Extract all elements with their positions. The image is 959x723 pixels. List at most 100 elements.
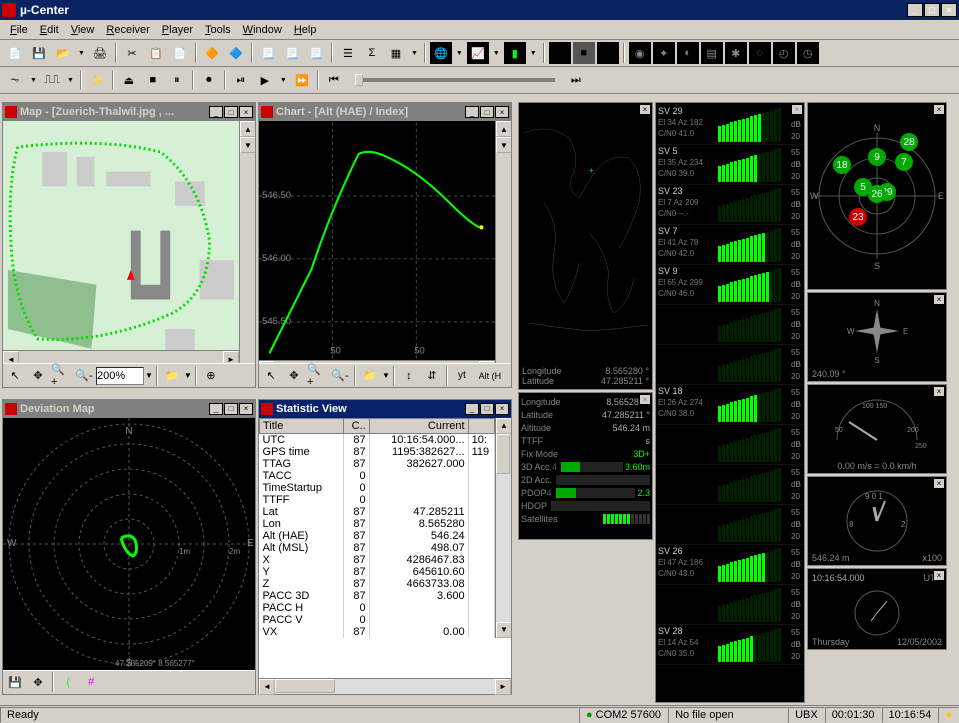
zoomout-icon[interactable]: 🔍- bbox=[73, 366, 95, 386]
g3-icon[interactable]: ◐ bbox=[677, 42, 699, 64]
folder-icon[interactable]: 📁 bbox=[161, 366, 183, 386]
save-icon[interactable]: 💾 bbox=[28, 42, 50, 64]
new-icon[interactable]: 📄 bbox=[4, 42, 26, 64]
doc1-icon[interactable]: 📃 bbox=[257, 42, 279, 64]
chart-folder-icon[interactable]: 📁 bbox=[359, 366, 381, 386]
y-axis-button[interactable]: yt bbox=[451, 366, 473, 386]
tool2-icon[interactable]: 🔷 bbox=[225, 42, 247, 64]
menu-receiver[interactable]: Receiver bbox=[100, 22, 155, 38]
clock-close-button[interactable]: × bbox=[933, 570, 945, 581]
menu-tools[interactable]: Tools bbox=[199, 22, 237, 38]
menu-view[interactable]: View bbox=[65, 22, 101, 38]
zoomin-icon[interactable]: 🔍+ bbox=[50, 366, 72, 386]
table-row[interactable]: Lat8747.285211 bbox=[260, 506, 495, 518]
slider-thumb[interactable] bbox=[355, 74, 363, 86]
col-current[interactable]: Current bbox=[369, 418, 468, 433]
map-hscroll[interactable]: ◄► bbox=[3, 350, 239, 363]
table-row[interactable]: Alt (HAE)87546.24 bbox=[260, 530, 495, 542]
map-min-button[interactable]: _ bbox=[209, 106, 223, 118]
chart-icon[interactable]: 📈 bbox=[467, 42, 489, 64]
col-count[interactable]: C.. bbox=[343, 418, 369, 433]
stop-icon[interactable]: ■ bbox=[142, 69, 164, 91]
table-row[interactable]: TACC0 bbox=[260, 470, 495, 482]
statistic-table-container[interactable]: Title C.. Current UTC8710:16:54.000...10… bbox=[259, 418, 511, 678]
table-row[interactable]: X874286467.83 bbox=[260, 554, 495, 566]
table-row[interactable]: Lon878.565280 bbox=[260, 518, 495, 530]
pos-close-button[interactable]: × bbox=[639, 394, 651, 405]
chart-zin-icon[interactable]: 🔍+ bbox=[306, 366, 328, 386]
chart-canvas[interactable]: 546.50 546.00 545.50 50 50 bbox=[259, 121, 495, 360]
copy-icon[interactable]: 📋 bbox=[145, 42, 167, 64]
stat-max-button[interactable]: □ bbox=[480, 403, 494, 415]
paste-icon[interactable]: 📄 bbox=[169, 42, 191, 64]
chart-pointer-icon[interactable]: ↖ bbox=[260, 366, 282, 386]
globe-icon[interactable]: 🌐 bbox=[430, 42, 452, 64]
menu-edit[interactable]: Edit bbox=[34, 22, 65, 38]
table-row[interactable]: VX870.00 bbox=[260, 626, 495, 638]
sv-close-button[interactable]: × bbox=[791, 104, 803, 115]
map-max-button[interactable]: □ bbox=[224, 106, 238, 118]
play-icon[interactable]: ▶ bbox=[254, 69, 276, 91]
bars-icon[interactable]: ▮ bbox=[504, 42, 526, 64]
menu-player[interactable]: Player bbox=[156, 22, 199, 38]
tool-icon[interactable]: 🔶 bbox=[201, 42, 223, 64]
pause-icon[interactable]: ⏸ bbox=[166, 69, 188, 91]
chart-zout-icon[interactable]: 🔍- bbox=[329, 366, 351, 386]
table-row[interactable]: PACC 3D873.600 bbox=[260, 590, 495, 602]
stat-vscroll[interactable]: ▲ ▼ bbox=[495, 418, 511, 638]
doc3-icon[interactable]: 📃 bbox=[305, 42, 327, 64]
col-extra[interactable] bbox=[468, 418, 494, 433]
table-row[interactable]: PACC V0 bbox=[260, 614, 495, 626]
dev-save-icon[interactable]: 💾 bbox=[4, 672, 26, 692]
prev-icon[interactable]: ⏮ bbox=[323, 69, 345, 91]
grid-icon[interactable]: ▦ bbox=[385, 42, 407, 64]
stat-min-button[interactable]: _ bbox=[465, 403, 479, 415]
dev-pan-icon[interactable]: ✥ bbox=[27, 672, 49, 692]
chart-vscroll[interactable]: ▲▼ bbox=[495, 121, 511, 363]
minimize-button[interactable]: _ bbox=[907, 3, 923, 17]
panel3-icon[interactable]: ■ bbox=[597, 42, 619, 64]
table-row[interactable]: Y87645610.60 bbox=[260, 566, 495, 578]
wave-icon[interactable]: ⏦ bbox=[4, 69, 26, 91]
g5-icon[interactable]: ✱ bbox=[725, 42, 747, 64]
ff-icon[interactable]: ⏩ bbox=[291, 69, 313, 91]
panel1-icon[interactable]: ■ bbox=[549, 42, 571, 64]
g2-icon[interactable]: ✦ bbox=[653, 42, 675, 64]
dev-grid-icon[interactable]: # bbox=[80, 672, 102, 692]
world-close-button[interactable]: × bbox=[639, 104, 651, 115]
pointer-icon[interactable]: ↖ bbox=[4, 366, 26, 386]
list-icon[interactable]: ☰ bbox=[337, 42, 359, 64]
speed-close-button[interactable]: × bbox=[933, 386, 945, 397]
g7-icon[interactable]: ◴ bbox=[773, 42, 795, 64]
chart-hdim-icon[interactable]: ⇵ bbox=[421, 366, 443, 386]
panel2-icon[interactable]: ■ bbox=[573, 42, 595, 64]
g6-icon[interactable]: ◌ bbox=[749, 42, 771, 64]
stat-hscroll[interactable]: ◄ ► bbox=[259, 678, 511, 694]
dev-close-button[interactable]: × bbox=[239, 403, 253, 415]
doc2-icon[interactable]: 📃 bbox=[281, 42, 303, 64]
table-row[interactable]: UTC8710:16:54.000...10: bbox=[260, 433, 495, 446]
table-row[interactable]: PACC H0 bbox=[260, 602, 495, 614]
close-button[interactable]: × bbox=[941, 3, 957, 17]
deviation-canvas[interactable]: N S E W 1m 2m 47.285209° 8.565277° bbox=[3, 418, 255, 670]
chart-hscroll[interactable]: ◄► bbox=[259, 360, 495, 363]
table-row[interactable]: TimeStartup0 bbox=[260, 482, 495, 494]
zoom-input[interactable] bbox=[96, 367, 144, 385]
maximize-button[interactable]: □ bbox=[924, 3, 940, 17]
table-row[interactable]: TTAG87382627.000 bbox=[260, 458, 495, 470]
dev-green-icon[interactable]: ⟨ bbox=[57, 672, 79, 692]
table-row[interactable]: GPS time871195:382627...119 bbox=[260, 446, 495, 458]
wand-icon[interactable]: ✨ bbox=[86, 69, 108, 91]
crosshair-icon[interactable]: ⊕ bbox=[200, 366, 222, 386]
record-icon[interactable]: ⏺ bbox=[198, 69, 220, 91]
alt-button[interactable]: Alt (H bbox=[474, 366, 506, 386]
col-title[interactable]: Title bbox=[260, 418, 344, 433]
cut-icon[interactable]: ✂ bbox=[121, 42, 143, 64]
pan-icon[interactable]: ✥ bbox=[27, 366, 49, 386]
map-close-button[interactable]: × bbox=[239, 106, 253, 118]
table-row[interactable]: Alt (MSL)87498.07 bbox=[260, 542, 495, 554]
compass-close-button[interactable]: × bbox=[933, 294, 945, 305]
pulse-icon[interactable]: ⎍⎍ bbox=[41, 69, 63, 91]
menu-file[interactable]: File bbox=[4, 22, 34, 38]
open-icon[interactable]: 📂 bbox=[52, 42, 74, 64]
